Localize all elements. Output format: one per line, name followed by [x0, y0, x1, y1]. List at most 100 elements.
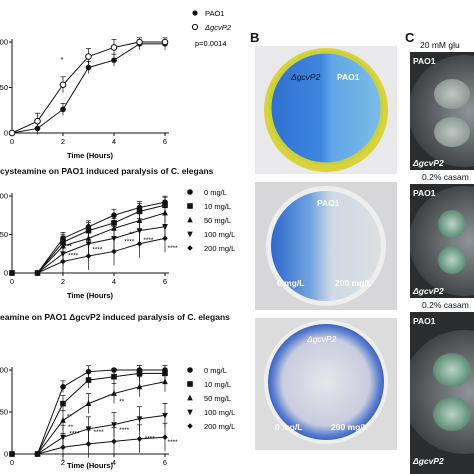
x-tick-label: 2 — [61, 458, 65, 467]
data-point-s4-x3 — [85, 441, 92, 447]
data-point-s2-x2 — [60, 417, 66, 423]
x-tick-label: 0 — [10, 458, 14, 467]
x-tick-label: 4 — [112, 137, 116, 146]
y-tick-label: 50 — [0, 230, 8, 239]
x-tick-label: 6 — [163, 137, 167, 146]
data-point-s4-x6 — [162, 235, 168, 242]
significance-mark: **** — [94, 429, 105, 436]
c2-colony-bottom — [438, 246, 466, 274]
c-plate2-top: PAO1 — [413, 188, 436, 198]
c3-colony-bottom — [433, 397, 471, 431]
plate1-label-right: PAO1 — [337, 72, 360, 82]
significance-mark: **** — [145, 436, 156, 443]
chart-cysteamine-gcvp2: 0 2 4 6 0 50 100 Time (Hours) 0 mg/L 10 mg/L 50 … — [0, 365, 235, 470]
significance-mark: **** — [168, 439, 179, 446]
data-point-s2-x4 — [111, 390, 117, 396]
legend-label-2: 50 mg/L — [204, 216, 231, 225]
panel-c-header: 20 mM glu — [420, 40, 460, 50]
data-point-s1-x2 — [59, 81, 67, 89]
data-point-s2-x5 — [136, 383, 143, 390]
c-label3: 0.2% casam — [422, 300, 469, 310]
significance-mark: **** — [68, 253, 79, 260]
significance-mark: ** — [67, 243, 73, 250]
chart3-title: eamine on PAO1 ΔgcvP2 induced paralysis … — [0, 312, 230, 322]
legend-label-0: 0 mg/L — [204, 188, 227, 197]
c-label2: 0.2% casam — [422, 172, 469, 182]
data-point-s1-x2 — [60, 400, 66, 407]
x-tick-label: 4 — [112, 458, 116, 467]
data-point-s1-x5 — [136, 370, 143, 377]
data-point-s2-x6 — [162, 209, 168, 216]
plate1-agar — [270, 52, 382, 164]
legend-marker-1 — [187, 203, 193, 209]
plate2-agar — [271, 191, 381, 301]
data-point-s4-x4 — [111, 438, 117, 445]
data-point-s4-x0 — [9, 270, 15, 276]
data-point-s4-x5 — [136, 436, 143, 442]
c1-colony-bottom — [434, 117, 470, 147]
legend-marker-2 — [187, 216, 193, 223]
data-point-s0-x3 — [85, 368, 92, 375]
c2-colony-top — [438, 210, 466, 238]
data-point-s4-x0 — [9, 451, 15, 457]
data-point-s4-x5 — [136, 240, 143, 247]
plate3-label-right: 200 mg/L — [331, 422, 368, 432]
c-plate2-bottom: ΔgcvP2 — [412, 286, 444, 296]
data-point-s1-x6 — [161, 38, 169, 46]
legend-label-gcvp2: ΔgcvP2 — [204, 23, 232, 32]
y-tick-label: 50 — [0, 408, 8, 417]
panel-c-plates: PAO1 ΔgcvP2 0.2% casam PAO1 ΔgcvP2 0.2% … — [410, 52, 474, 474]
significance-mark: ** — [119, 399, 125, 406]
legend-marker-0 — [187, 189, 193, 195]
data-point-s4-x3 — [85, 253, 92, 259]
plate2-label-top: PAO1 — [317, 198, 340, 208]
chart2-xlabel: Time (Hours) — [67, 291, 114, 300]
plate3-label-left: 0 mg/L — [275, 422, 302, 432]
data-point-s4-x1 — [34, 451, 41, 457]
c3-colony-top — [433, 353, 471, 387]
significance-mark: **** — [143, 237, 154, 244]
data-point-s2-x3 — [85, 400, 92, 406]
data-point-s4-x4 — [111, 248, 117, 255]
significance-mark: **** — [92, 246, 103, 253]
significance-mark: **** — [168, 245, 179, 252]
x-tick-label: 0 — [10, 277, 14, 286]
significance-mark: ** — [67, 414, 73, 421]
legend-label-2: 50 mg/L — [204, 394, 231, 403]
c1-colony-top — [434, 79, 470, 109]
x-tick-label: 6 — [163, 277, 167, 286]
significance-mark: **** — [119, 427, 130, 434]
legend-marker-4 — [187, 423, 193, 429]
chart1-annot-star: * — [61, 55, 64, 64]
data-point-s1-x3 — [85, 53, 92, 60]
plate3-label-top: ΔgcvP2 — [306, 334, 337, 344]
panel-b-label: B — [250, 30, 260, 45]
chart-cysteamine-pao1: 0 2 4 6 0 50 100 Time (Hours) 0 mg/L 10 mg/L 50 … — [0, 188, 235, 300]
chart2-annotations: **************** ******** — [67, 231, 178, 260]
significance-mark: ** — [129, 231, 135, 238]
data-point-s3-x3 — [85, 426, 92, 433]
legend-label-4: 200 mg/L — [204, 244, 235, 253]
y-tick-label: 0 — [4, 129, 8, 138]
legend-marker-4 — [187, 245, 193, 251]
x-tick-label: 2 — [61, 277, 65, 286]
y-tick-label: 50 — [0, 83, 8, 92]
data-point-s1-x4 — [110, 44, 118, 51]
data-point-s1-x1 — [34, 117, 41, 125]
data-point-s1-x0 — [8, 129, 16, 137]
c-plate1-top: PAO1 — [413, 56, 436, 66]
data-point-s4-x1 — [34, 270, 41, 276]
data-point-s2-x6 — [162, 378, 168, 385]
panel-b-plates: ΔgcvP2 PAO1 PAO1 0 mg/L 200 mg/L ΔgcvP2 … — [255, 46, 397, 450]
plate2-label-left: 0 mg/L — [277, 278, 304, 288]
legend-label-3: 100 mg/L — [204, 408, 235, 417]
chart1-pvalue: p=0.0014 — [195, 39, 227, 48]
chart1-xlabel: Time (Hours) — [67, 151, 114, 160]
data-point-s1-x3 — [85, 377, 92, 383]
data-point-s1-x5 — [136, 38, 143, 46]
significance-mark: **** — [69, 431, 80, 438]
chart2-legend: 0 mg/L 10 mg/L 50 mg/L 100 mg/L 200 mg/L — [187, 188, 235, 253]
data-point-s4-x2 — [60, 444, 66, 451]
data-point-s0-x3 — [85, 64, 92, 71]
chart3-legend: 0 mg/L 10 mg/L 50 mg/L 100 mg/L 200 mg/L — [187, 366, 235, 431]
